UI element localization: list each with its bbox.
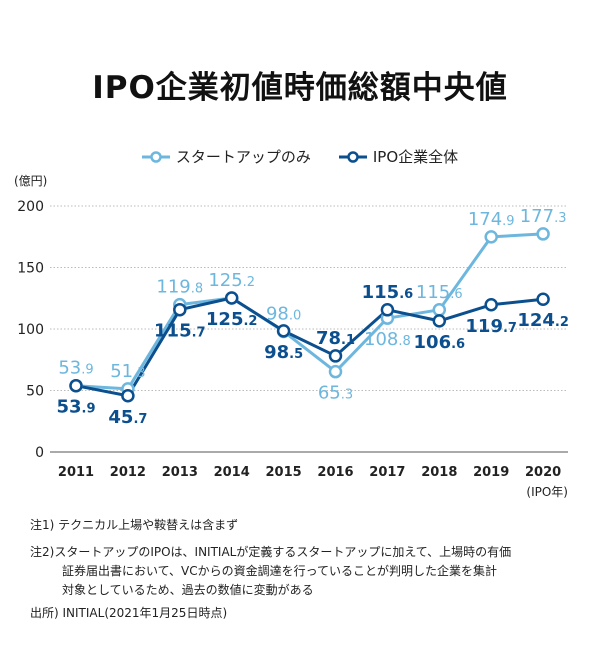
- y-tick-label: 0: [35, 445, 44, 461]
- x-tick-label: 2013: [162, 465, 198, 480]
- data-point: [484, 298, 498, 312]
- x-tick-label: 2016: [317, 465, 353, 480]
- data-label: 125.2: [206, 309, 258, 330]
- y-axis-label: (億円): [14, 174, 47, 188]
- data-point: [536, 292, 550, 306]
- x-tick-label: 2015: [266, 465, 302, 480]
- y-tick-label: 50: [26, 384, 44, 400]
- data-label: 53.9: [56, 397, 95, 418]
- note-1: 注1) テクニカル上場や鞍替えは含まず: [30, 518, 239, 532]
- data-point: [276, 324, 291, 338]
- note-2-line-3: 対象としているため、過去の数値に変動がある: [62, 583, 314, 597]
- note-2-line-2: 証券届出書において、VCからの資金調達を行っていることが判明した企業を集計: [62, 564, 498, 578]
- data-label: 125.2: [208, 270, 255, 291]
- data-point: [121, 389, 135, 403]
- chart-plot: (億円) 0 50 100 150 200 2011 2012 2013 2014 2015 2016…: [14, 174, 569, 499]
- series-line-1: [75, 296, 544, 398]
- data-label: 53.9: [58, 358, 93, 379]
- x-tick-label: 2019: [473, 465, 509, 480]
- data-label: 45.7: [108, 407, 147, 428]
- x-tick-label: 2020: [525, 465, 561, 480]
- legend-item-all: IPO企業全体: [338, 146, 459, 167]
- legend-marker-all-icon: [338, 150, 367, 163]
- series-line-0: [75, 232, 544, 391]
- x-axis-label: (IPO年): [526, 485, 568, 499]
- data-label: 174.9: [468, 209, 515, 230]
- source-note: 出所) INITIAL(2021年1月25日時点): [30, 606, 228, 620]
- note-2-line-1: 注2)スタートアップのIPOは、INITIALが定義するスタートアップに加えて、…: [30, 545, 512, 559]
- data-label: 78.1: [316, 328, 355, 349]
- data-point: [432, 314, 447, 328]
- data-point: [328, 364, 343, 379]
- x-tick-label: 2018: [421, 465, 457, 480]
- data-label: 108.8: [364, 329, 411, 350]
- data-point: [432, 303, 447, 317]
- x-tick-label: 2017: [369, 465, 405, 480]
- legend-label-startup: スタートアップのみ: [175, 148, 311, 166]
- data-label: 177.3: [520, 206, 567, 227]
- data-label: 98.0: [266, 303, 301, 324]
- legend-marker-startup-icon: [141, 150, 170, 163]
- data-label: 115.6: [416, 282, 463, 303]
- data-point: [69, 378, 83, 393]
- y-tick-label: 200: [17, 199, 44, 215]
- y-tick-label: 100: [17, 322, 44, 338]
- data-point: [173, 302, 187, 317]
- data-label: 124.2: [517, 310, 569, 331]
- data-point: [224, 291, 239, 305]
- data-label: 51.3: [110, 361, 145, 382]
- x-tick-label: 2011: [58, 465, 94, 480]
- y-tick-label: 150: [17, 261, 44, 277]
- legend-label-all: IPO企業全体: [372, 148, 459, 166]
- data-point: [380, 303, 395, 317]
- chart-title: IPO企業初値時価総額中央値: [92, 70, 508, 106]
- data-label: 119.7: [465, 316, 517, 337]
- data-point: [536, 227, 550, 241]
- data-label: 106.6: [414, 332, 466, 353]
- data-label: 115.6: [362, 282, 414, 303]
- legend-item-startup: スタートアップのみ: [141, 146, 311, 167]
- data-label: 98.5: [264, 342, 303, 363]
- x-tick-label: 2012: [110, 465, 146, 480]
- legend: スタートアップのみ IPO企業全体: [0, 146, 600, 167]
- data-point: [328, 349, 343, 363]
- data-label: 115.7: [154, 321, 206, 342]
- data-point: [484, 230, 498, 244]
- x-tick-label: 2014: [214, 465, 250, 480]
- data-label: 119.8: [156, 277, 203, 298]
- data-label: 65.3: [318, 383, 353, 404]
